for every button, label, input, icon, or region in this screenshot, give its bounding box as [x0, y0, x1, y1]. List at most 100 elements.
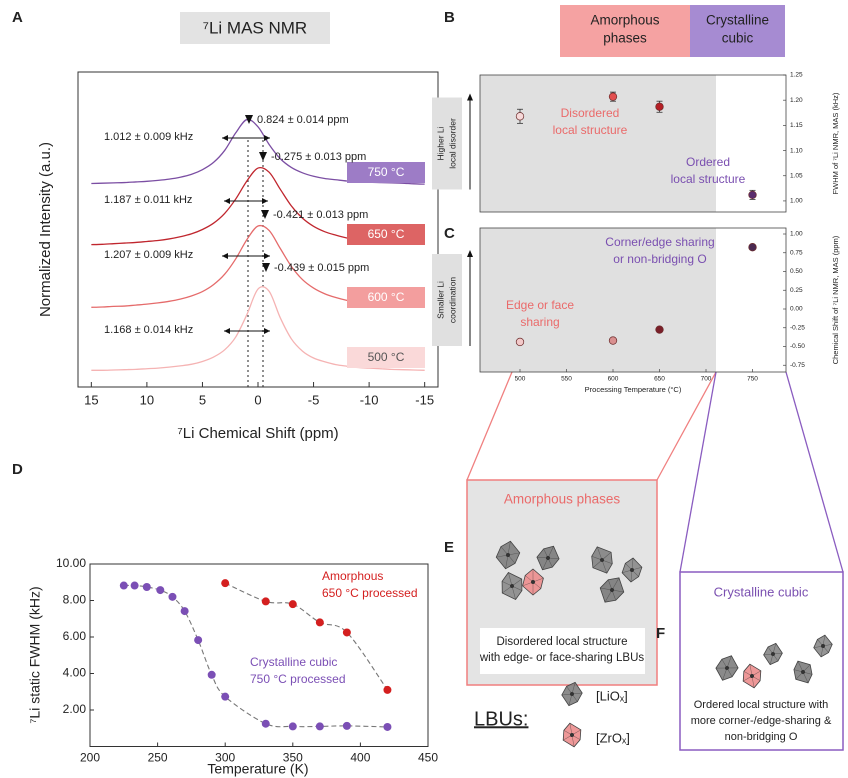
- temperature-label: 600 °C: [368, 290, 405, 304]
- point: [168, 592, 177, 601]
- text-line: 650 °C processed: [322, 586, 418, 600]
- connector: [679, 371, 717, 573]
- connector: [785, 371, 844, 573]
- x-axis-label: ⁷Li Chemical Shift (ppm): [177, 425, 338, 442]
- x-tick-label: 15: [84, 392, 98, 407]
- octahedron-edge: [722, 667, 728, 681]
- panel-letter: E: [444, 539, 454, 556]
- octahedron-center: [801, 670, 805, 674]
- point: [655, 102, 664, 111]
- octahedron-center: [771, 652, 775, 656]
- chart-layer: A B C D E F ⁷Li MAS NMR 15 10 5 0 -5 -10 -15 ⁷Li Chemi…: [12, 5, 840, 777]
- octahedron-edge: [596, 546, 603, 561]
- text-line: Corner/edge sharing: [605, 235, 714, 249]
- panel-letter: A: [12, 9, 23, 26]
- point: [748, 190, 757, 200]
- side-label: local disorder: [447, 118, 457, 169]
- arrow-head: [222, 253, 270, 259]
- octahedron: [562, 722, 582, 748]
- octahedron: [501, 571, 523, 601]
- peak-marker: [259, 152, 267, 161]
- panel-letter: D: [12, 461, 23, 478]
- octahedron-center: [531, 580, 535, 584]
- caption-box: [480, 628, 645, 674]
- arrow-head: [467, 93, 473, 101]
- octahedron-center: [821, 644, 825, 648]
- octahedron-center: [570, 733, 574, 737]
- text-line: or non-bridging O: [613, 252, 706, 266]
- y-tick-label: -0.75: [790, 362, 805, 369]
- text-line: Amorphous: [590, 13, 659, 28]
- text-line: Amorphous: [322, 569, 383, 583]
- point: [515, 337, 525, 347]
- y-tick-label: 0.50: [790, 268, 803, 275]
- side-label: Higher Li: [435, 126, 445, 160]
- phase-header-box: [560, 5, 690, 57]
- point: [748, 243, 757, 252]
- peak-marker: [262, 263, 270, 272]
- plot-frame: [479, 74, 787, 213]
- crystalline-box: [679, 571, 844, 751]
- point: [142, 582, 151, 591]
- octahedron-center: [630, 568, 634, 572]
- side-label: coordination: [447, 277, 457, 324]
- point: [288, 722, 297, 731]
- octahedron-center: [546, 556, 550, 560]
- y-tick-label: 4.00: [63, 666, 87, 680]
- text-line: more corner-/edge-sharing &: [691, 715, 832, 727]
- x-tick-label: 250: [148, 751, 168, 765]
- text-line: Ordered local structure with: [694, 699, 829, 711]
- x-tick-label: -5: [308, 392, 320, 407]
- point: [261, 719, 270, 728]
- point: [221, 579, 230, 588]
- amorphous-region: [480, 75, 716, 212]
- y-tick-label: 8.00: [63, 593, 87, 607]
- point: [207, 670, 216, 679]
- octahedron: [621, 557, 643, 583]
- text-line: with edge- or face-sharing LBUs: [479, 652, 645, 664]
- arrow-head: [222, 135, 270, 141]
- octahedron-edge: [508, 572, 513, 587]
- y-tick-label: 6.00: [63, 629, 87, 643]
- octahedron-edge: [802, 671, 809, 683]
- point: [315, 722, 324, 731]
- x-tick-label: 10: [140, 392, 154, 407]
- peak-marker: [261, 210, 269, 219]
- point: [130, 581, 139, 590]
- y-tick-label: 10.00: [56, 556, 86, 570]
- connector: [656, 371, 717, 481]
- octahedron-center: [610, 588, 614, 592]
- octahedron-edge: [604, 589, 613, 603]
- y-axis-label: ⁷Li static FWHM (kHz): [27, 586, 43, 723]
- text-line: cubic: [722, 31, 754, 46]
- phase-header-box: [690, 5, 785, 57]
- peak-label: -0.275 ± 0.013 ppm: [271, 151, 366, 163]
- point: [655, 325, 664, 334]
- x-tick-label: -10: [360, 392, 379, 407]
- point: [608, 336, 618, 345]
- y-tick-label: 0.75: [790, 249, 803, 256]
- y-tick-label: 1.00: [790, 198, 803, 205]
- x-tick-label: 550: [561, 376, 572, 383]
- text-line: Ordered: [686, 155, 730, 169]
- temperature-box: [347, 162, 425, 183]
- y-axis-label: Chemical Shift of ⁷Li NMR, MAS (ppm): [831, 235, 840, 364]
- x-tick-label: -15: [415, 392, 434, 407]
- point: [156, 586, 165, 595]
- y-tick-label: 0.25: [790, 287, 803, 294]
- x-tick-label: 500: [515, 376, 526, 383]
- width-label: 1.207 ± 0.009 kHz: [104, 249, 193, 261]
- peak-label: -0.421 ± 0.013 ppm: [273, 209, 368, 221]
- temperature-box: [347, 347, 425, 368]
- y-axis-label: Normalized Intensity (a.u.): [37, 142, 54, 317]
- octahedron-center: [750, 674, 754, 678]
- x-tick-label: 200: [80, 751, 100, 765]
- octahedron: [495, 540, 521, 570]
- text-line: Crystalline: [706, 13, 769, 28]
- temperature-label: 650 °C: [368, 227, 405, 241]
- point: [515, 112, 525, 121]
- y-axis-label: FWHM of ⁷Li NMR, MAS (kHz): [831, 92, 840, 194]
- legend-title: LBUs:: [474, 708, 528, 730]
- y-tick-label: 1.00: [790, 231, 803, 238]
- text-line: non-bridging O: [725, 731, 798, 743]
